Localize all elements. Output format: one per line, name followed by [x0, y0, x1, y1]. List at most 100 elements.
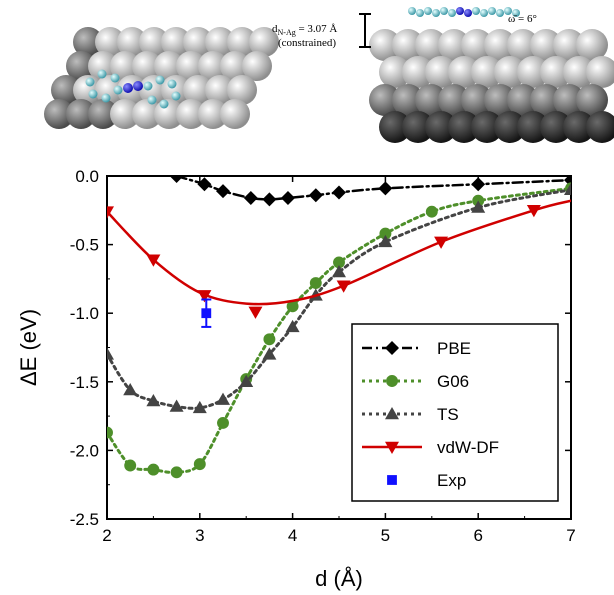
data-point-ts: [285, 319, 300, 333]
y-tick-label: -1.5: [70, 373, 99, 392]
metal-atom: [95, 27, 125, 57]
data-point-pbe: [169, 176, 184, 183]
data-point-pbe: [197, 177, 212, 192]
data-point-g06: [286, 300, 299, 313]
data-point-g06: [333, 256, 345, 269]
data-point-vdw-df: [526, 205, 541, 218]
molecule-side-view-image: [369, 7, 614, 143]
data-point-pbe: [308, 188, 323, 203]
metal-atom: [553, 29, 585, 61]
distance-annotation: dN-Ag = 3.07 Å (constrained) ω̄ = 6°: [272, 13, 537, 49]
data-point-pbe: [280, 190, 295, 205]
metal-atom: [563, 56, 595, 88]
metal-atom: [425, 56, 457, 88]
metal-atom: [227, 27, 257, 57]
x-tick-label: 4: [288, 526, 297, 545]
metal-atom: [425, 111, 457, 143]
metal-atom: [198, 51, 228, 81]
metal-atom: [494, 111, 526, 143]
data-point-pbe: [471, 177, 486, 192]
data-point-vdw-df: [248, 306, 263, 319]
carbon-atom: [110, 73, 120, 83]
data-point-ts: [378, 234, 393, 248]
data-point-ts: [239, 374, 254, 388]
legend-item-vdw-df: vdW-DF: [362, 438, 499, 457]
carbon-atom: [159, 99, 169, 109]
metal-atom: [249, 27, 279, 57]
data-point-ts: [564, 182, 571, 195]
carbon-atom: [101, 93, 111, 103]
carbon-atom: [488, 7, 496, 15]
metal-atom: [402, 111, 434, 143]
metal-atom: [220, 51, 250, 81]
legend-marker-pbe: [385, 341, 399, 355]
metal-atom: [484, 29, 516, 61]
data-point-ts: [146, 394, 161, 407]
x-axis: 2 3 4 5 6 7: [102, 176, 576, 545]
metal-atom: [461, 84, 493, 116]
metal-atom: [507, 84, 539, 116]
data-point-g06: [124, 459, 137, 472]
legend-marker-ts: [385, 407, 399, 420]
series-ts: [107, 182, 571, 414]
molecule-top-view-image: [44, 27, 279, 129]
legend-label-pbe: PBE: [437, 339, 471, 358]
carbon-atom: [472, 7, 480, 15]
legend-item-exp: Exp: [387, 471, 466, 490]
data-point-g06: [107, 426, 113, 439]
metal-atom: [517, 56, 549, 88]
metal-atom: [540, 56, 572, 88]
metal-atom: [471, 111, 503, 143]
carbon-atom: [480, 9, 488, 17]
carbon-atom: [448, 9, 456, 17]
metal-atom: [220, 99, 250, 129]
metal-atom: [402, 56, 434, 88]
metal-atom: [471, 56, 503, 88]
legend-marker-vdw-df: [385, 441, 399, 454]
data-point-ts: [262, 347, 277, 360]
legend: PBE G06 TS vdW-DF Exp: [351, 323, 559, 502]
data-point-g06: [217, 417, 229, 429]
metal-atom: [110, 51, 140, 81]
y-tick-label: -0.5: [70, 236, 99, 255]
metal-atom: [484, 84, 516, 116]
metal-atom: [415, 29, 447, 61]
y-tick-label: 0.0: [75, 167, 99, 186]
carbon-atom: [440, 7, 448, 15]
data-point-g06: [193, 458, 206, 471]
carbon-atom: [113, 85, 123, 95]
nitrogen-atom: [123, 83, 133, 93]
metal-atom: [154, 51, 184, 81]
data-point-ts: [471, 200, 486, 213]
data-point-vdw-df: [336, 280, 351, 293]
metal-atom: [494, 56, 526, 88]
data-point-g06: [425, 205, 438, 218]
data-point-ts: [123, 383, 138, 396]
metal-atom: [117, 27, 147, 57]
data-point-vdw-df: [107, 206, 114, 219]
carbon-atom: [147, 95, 157, 105]
metal-atom: [576, 29, 608, 61]
data-point-pbe: [262, 192, 277, 207]
series-pbe: [169, 176, 571, 207]
metal-atom: [242, 51, 272, 81]
x-tick-label: 6: [473, 526, 482, 545]
data-point-pbe: [332, 185, 346, 200]
metal-atom: [44, 99, 74, 129]
legend-item-pbe: PBE: [362, 339, 471, 358]
legend-box: [351, 323, 559, 502]
data-point-ts: [216, 392, 230, 405]
metal-atom: [540, 111, 572, 143]
metal-atom: [530, 29, 562, 61]
x-tick-label: 3: [195, 526, 204, 545]
carbon-atom: [408, 7, 416, 15]
x-tick-label: 5: [381, 526, 390, 545]
metal-atom: [161, 27, 191, 57]
carbon-atom: [88, 89, 98, 99]
legend-marker-g06: [386, 375, 398, 387]
metal-atom: [176, 99, 206, 129]
data-point-pbe: [378, 181, 393, 196]
metal-atom: [586, 111, 614, 143]
metal-atom: [132, 51, 162, 81]
